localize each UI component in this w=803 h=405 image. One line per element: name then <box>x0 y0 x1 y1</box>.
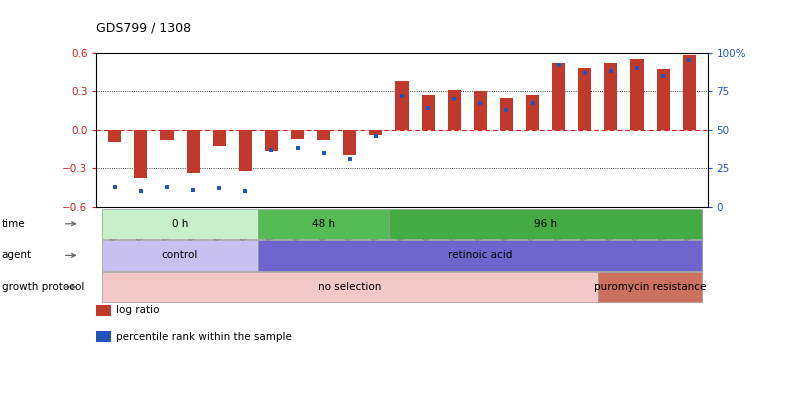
Bar <box>291 130 304 139</box>
Bar <box>604 63 617 130</box>
Bar <box>213 130 226 146</box>
Text: time: time <box>2 219 25 229</box>
Bar <box>499 98 512 130</box>
Bar <box>369 130 382 135</box>
Bar <box>525 95 539 130</box>
Bar <box>682 55 695 130</box>
Text: retinoic acid: retinoic acid <box>447 250 512 260</box>
Bar <box>552 63 565 130</box>
Text: percentile rank within the sample: percentile rank within the sample <box>116 332 291 341</box>
Text: puromycin resistance: puromycin resistance <box>593 282 705 292</box>
Bar <box>656 69 669 130</box>
Bar <box>108 130 121 143</box>
Bar <box>161 130 173 140</box>
Text: 96 h: 96 h <box>533 219 556 229</box>
Bar <box>264 130 278 151</box>
Bar <box>316 130 330 140</box>
Bar <box>447 90 460 130</box>
Bar <box>630 59 642 130</box>
Bar <box>473 91 487 130</box>
Text: no selection: no selection <box>318 282 381 292</box>
Text: control: control <box>161 250 198 260</box>
Text: 48 h: 48 h <box>312 219 335 229</box>
Bar <box>421 95 434 130</box>
Bar <box>134 130 147 178</box>
Bar <box>343 130 356 155</box>
Text: growth protocol: growth protocol <box>2 282 84 292</box>
Text: log ratio: log ratio <box>116 305 159 315</box>
Text: 0 h: 0 h <box>172 219 188 229</box>
Text: agent: agent <box>2 250 31 260</box>
Bar <box>395 81 408 130</box>
Bar <box>238 130 251 171</box>
Bar <box>186 130 199 173</box>
Text: GDS799 / 1308: GDS799 / 1308 <box>96 21 191 34</box>
Bar <box>577 68 590 130</box>
